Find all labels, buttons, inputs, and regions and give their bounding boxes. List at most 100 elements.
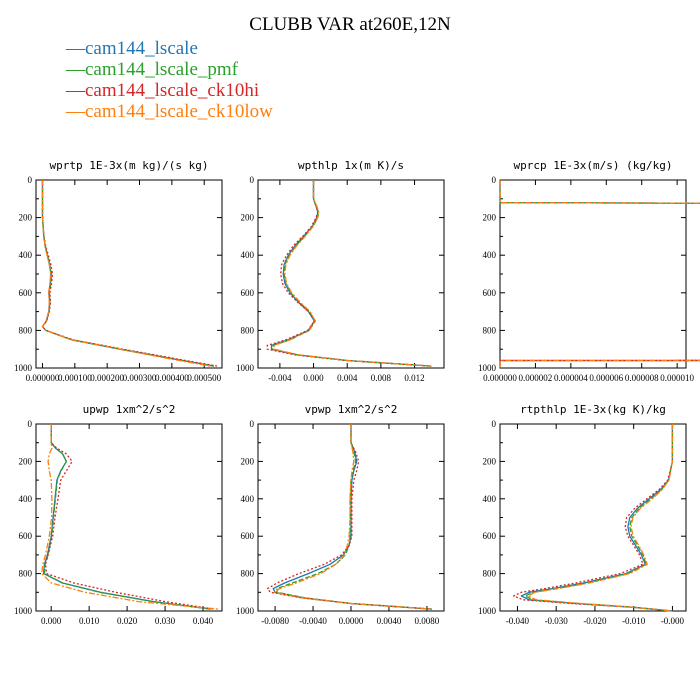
x-tick-label: 0.000000 (26, 373, 60, 383)
y-tick-label: 1000 (236, 606, 255, 616)
legend: — cam144_lscale — cam144_lscale_pmf — cam1… (66, 38, 273, 122)
series-line (273, 424, 432, 610)
legend-item: — cam144_lscale_pmf (66, 59, 273, 80)
series-line (520, 424, 674, 612)
x-tick-label: 0.000300 (123, 373, 157, 383)
series-line (41, 180, 211, 367)
x-tick-label: 0.000008 (625, 373, 659, 383)
series-line (512, 424, 674, 612)
x-tick-label: -0.040 (506, 616, 530, 626)
x-tick-label: -0.004 (268, 373, 292, 383)
x-tick-label: 0.000006 (589, 373, 623, 383)
series-line (42, 424, 211, 610)
y-tick-label: 600 (483, 531, 497, 541)
panel-title: wpthlp 1x(m K)/s (298, 159, 404, 172)
y-tick-label: 400 (483, 494, 497, 504)
y-tick-label: 800 (19, 325, 33, 335)
y-tick-label: 200 (241, 456, 255, 466)
y-tick-label: 0 (28, 175, 33, 185)
y-tick-label: 400 (241, 250, 255, 260)
x-tick-label: -0.010 (622, 616, 646, 626)
y-tick-label: 1000 (14, 363, 33, 373)
legend-item: — cam144_lscale_ck10low (66, 101, 273, 122)
plot-panel: vpwp 1xm^2/s^2 0 200 400 600 800 1000 -0.0080 -0… (236, 403, 445, 626)
x-tick-label: -0.030 (545, 616, 569, 626)
x-tick-label: 0.030 (155, 616, 176, 626)
x-tick-label: 0.040 (193, 616, 214, 626)
panel-title: rtpthlp 1E-3x(kg K)/kg (520, 403, 666, 416)
x-tick-label: 0.000000 (483, 373, 517, 383)
y-tick-label: 400 (19, 494, 33, 504)
y-tick-label: 200 (483, 456, 497, 466)
y-tick-label: 800 (19, 569, 33, 579)
panel-title: vpwp 1xm^2/s^2 (305, 403, 398, 416)
x-tick-label: 0.0080 (415, 616, 440, 626)
plot-frame (35, 179, 223, 369)
x-tick-label: -0.000 (661, 616, 685, 626)
y-tick-label: 400 (19, 250, 33, 260)
series-line (44, 424, 215, 610)
y-tick-label: 0 (250, 175, 255, 185)
legend-swatch: — (66, 38, 85, 59)
y-tick-label: 0 (492, 419, 497, 429)
legend-label: cam144_lscale_pmf (85, 59, 239, 80)
plot-panel: upwp 1xm^2/s^2 0 200 400 600 800 1000 0.000 0.01… (14, 403, 223, 626)
x-tick-label: 0.010 (79, 616, 100, 626)
plot-frame (499, 179, 687, 369)
series-line (266, 424, 432, 610)
y-tick-label: 200 (19, 213, 33, 223)
series-line (499, 180, 700, 368)
x-tick-label: 0.012 (404, 373, 424, 383)
x-tick-label: 0.004 (337, 373, 358, 383)
series-line (273, 180, 432, 367)
x-tick-label: 0.0040 (377, 616, 402, 626)
legend-item: — cam144_lscale_ck10hi (66, 80, 273, 101)
x-tick-label: 0.000100 (58, 373, 92, 383)
panel-title: wprcp 1E-3x(m/s) (kg/kg) (514, 159, 673, 172)
y-tick-label: 1000 (478, 606, 497, 616)
x-tick-label: 0.000002 (519, 373, 553, 383)
series-line (41, 424, 219, 610)
legend-label: cam144_lscale (85, 38, 198, 59)
series-line (499, 180, 700, 368)
series-line (270, 180, 432, 367)
y-tick-label: 600 (19, 531, 33, 541)
x-tick-label: 0.000004 (554, 373, 588, 383)
y-tick-label: 600 (241, 288, 255, 298)
y-tick-label: 600 (19, 288, 33, 298)
series-line (43, 424, 211, 610)
x-tick-label: 0.000500 (187, 373, 221, 383)
x-tick-label: 0.000 (41, 616, 62, 626)
series-line (266, 180, 432, 367)
legend-label: cam144_lscale_ck10hi (85, 80, 260, 101)
x-tick-label: -0.0080 (261, 616, 289, 626)
x-tick-label: 0.000400 (155, 373, 189, 383)
y-tick-label: 800 (241, 325, 255, 335)
y-tick-label: 200 (19, 456, 33, 466)
legend-swatch: — (66, 59, 85, 80)
plot-panel: wprcp 1E-3x(m/s) (kg/kg) 0 200 400 600 800 100… (478, 159, 700, 383)
plot-frame (499, 423, 687, 612)
panel-title: wprtp 1E-3x(m kg)/(s kg) (50, 159, 209, 172)
series-line (527, 424, 674, 612)
series-line (499, 180, 700, 368)
x-tick-label: 0.000200 (90, 373, 124, 383)
legend-item: — cam144_lscale (66, 38, 273, 59)
y-tick-label: 600 (483, 288, 497, 298)
legend-label: cam144_lscale_ck10low (85, 101, 273, 122)
y-tick-label: 1000 (478, 363, 497, 373)
x-tick-label: -0.020 (583, 616, 607, 626)
y-tick-label: 200 (483, 213, 497, 223)
figure-title: CLUBB VAR at260E,12N (249, 14, 451, 35)
y-tick-label: 800 (483, 569, 497, 579)
y-tick-label: 800 (483, 325, 497, 335)
plot-panel: wpthlp 1x(m K)/s 0 200 400 600 800 1000 -0.004 0… (236, 159, 445, 383)
panel-title: upwp 1xm^2/s^2 (83, 403, 176, 416)
legend-swatch: — (66, 101, 85, 122)
plot-panel: wprtp 1E-3x(m kg)/(s kg) 0 200 400 600 800 100… (14, 159, 223, 383)
y-tick-label: 0 (492, 175, 497, 185)
y-tick-label: 600 (241, 531, 255, 541)
x-tick-label: 0.000010 (660, 373, 694, 383)
y-tick-label: 400 (241, 494, 255, 504)
